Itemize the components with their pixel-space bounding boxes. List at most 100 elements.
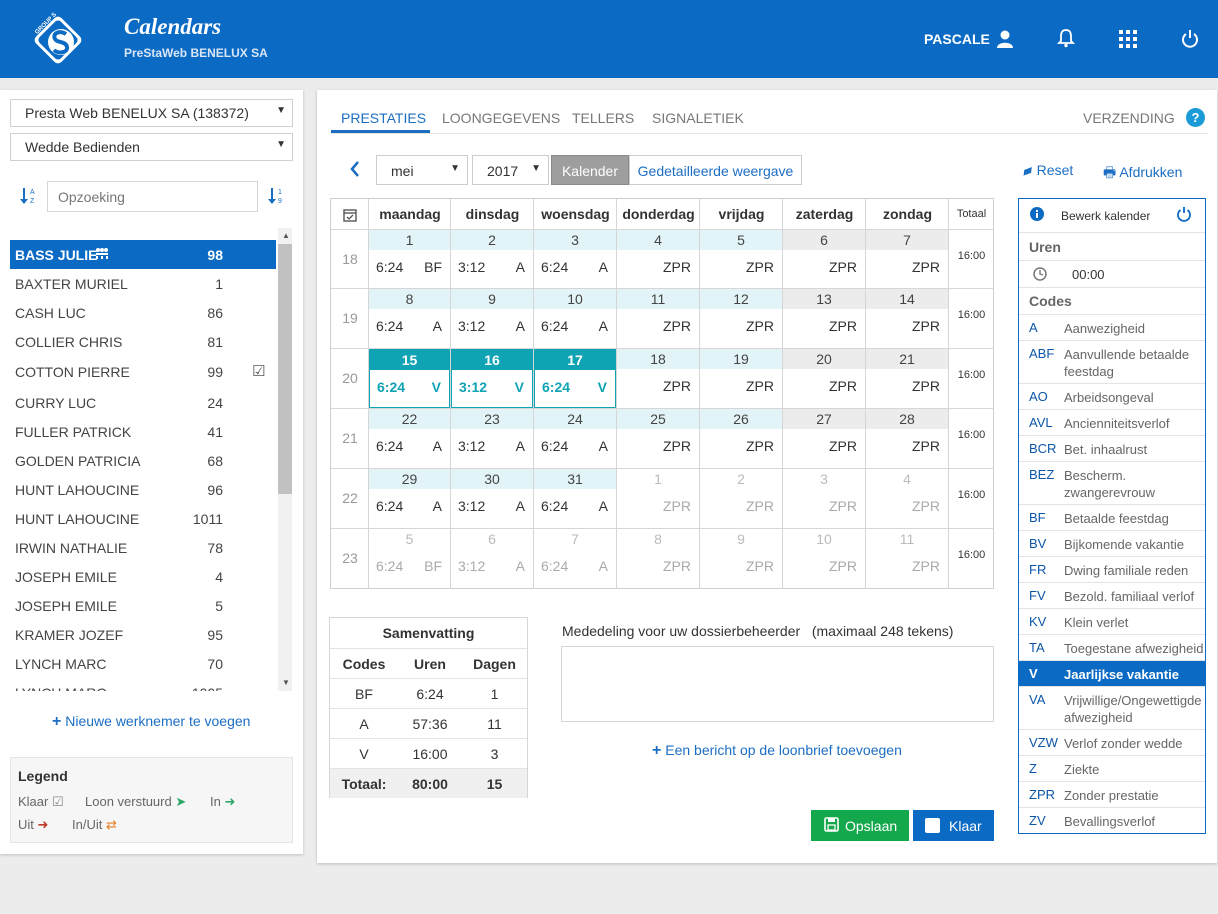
- scroll-down-icon[interactable]: ▼: [282, 678, 290, 687]
- calendar-day-cell[interactable]: 6 ZPR: [783, 230, 865, 289]
- search-input[interactable]: Opzoeking: [47, 181, 258, 212]
- calendar-day-cell[interactable]: 5 6:24 BF: [369, 529, 450, 588]
- employee-row[interactable]: CASH LUC 86: [10, 298, 276, 327]
- calendar-day-cell[interactable]: 30 3:12 A: [451, 469, 533, 528]
- code-item[interactable]: FR Dwing familiale reden: [1019, 556, 1205, 582]
- code-item[interactable]: AVL Ancienniteitsverlof: [1019, 409, 1205, 435]
- power-icon[interactable]: [1180, 29, 1200, 49]
- employee-row[interactable]: GOLDEN PATRICIA 68: [10, 446, 276, 475]
- calendar-day-cell[interactable]: 14 ZPR: [866, 289, 948, 348]
- calendar-day-cell[interactable]: 16 3:12 V: [451, 349, 533, 408]
- employee-row[interactable]: COLLIER CHRIS 81: [10, 327, 276, 356]
- code-item[interactable]: BF Betaalde feestdag: [1019, 504, 1205, 530]
- chevron-left-icon[interactable]: [349, 160, 361, 178]
- calendar-day-cell[interactable]: 5 ZPR: [700, 230, 782, 289]
- add-payslip-message-link[interactable]: + Een bericht op de loonbrief toevoegen: [652, 742, 902, 759]
- calendar-day-cell[interactable]: 9 ZPR: [700, 529, 782, 588]
- employee-row[interactable]: HUNT LAHOUCINE 96: [10, 475, 276, 504]
- code-item[interactable]: VA Vrijwillige/Ongewettigde afwezigheid: [1019, 686, 1205, 729]
- employee-row[interactable]: LYNCH MARC 70: [10, 649, 276, 678]
- calendar-day-cell[interactable]: 3 ZPR: [783, 469, 865, 528]
- employee-row[interactable]: COTTON PIERRE 99 ☑: [10, 357, 276, 386]
- calendar-day-cell[interactable]: 2 ZPR: [700, 469, 782, 528]
- calendar-day-cell[interactable]: 15 6:24 V: [369, 349, 450, 408]
- calendar-day-cell[interactable]: 7 6:24 A: [534, 529, 616, 588]
- employee-row[interactable]: CURRY LUC 24: [10, 388, 276, 417]
- calendar-day-cell[interactable]: 9 3:12 A: [451, 289, 533, 348]
- done-button[interactable]: Klaar: [913, 810, 994, 841]
- calendar-day-cell[interactable]: 7 ZPR: [866, 230, 948, 289]
- scrollbar-thumb[interactable]: [278, 244, 292, 494]
- code-item[interactable]: BEZ Bescherm. zwangerevrouw: [1019, 461, 1205, 504]
- calendar-day-cell[interactable]: 3 6:24 A: [534, 230, 616, 289]
- user-name[interactable]: PASCALE: [924, 31, 990, 47]
- employee-row[interactable]: FULLER PATRICK 41: [10, 417, 276, 446]
- tab-verzending[interactable]: VERZENDING: [1083, 110, 1175, 126]
- calendar-day-cell[interactable]: 1 6:24 BF: [369, 230, 450, 289]
- calendar-day-cell[interactable]: 8 6:24 A: [369, 289, 450, 348]
- employee-row[interactable]: LYNCH MARC 1005: [10, 678, 276, 691]
- detailed-view-button[interactable]: Gedetailleerde weergave: [629, 155, 802, 185]
- calendar-day-cell[interactable]: 18 ZPR: [617, 349, 699, 408]
- group-s-logo[interactable]: GROUP S: [30, 12, 86, 68]
- calendar-day-cell[interactable]: 26 ZPR: [700, 409, 782, 468]
- calendar-day-cell[interactable]: 24 6:24 A: [534, 409, 616, 468]
- code-item[interactable]: AO Arbeidsongeval: [1019, 383, 1205, 409]
- calendar-day-cell[interactable]: 12 ZPR: [700, 289, 782, 348]
- tab-loongegevens[interactable]: LOONGEGEVENS: [442, 110, 561, 126]
- code-item[interactable]: TA Toegestane afwezigheid: [1019, 634, 1205, 660]
- bell-icon[interactable]: [1057, 28, 1075, 48]
- company-select[interactable]: Presta Web BENELUX SA (138372) ▼: [10, 99, 293, 127]
- code-item[interactable]: ZV Bevallingsverlof: [1019, 807, 1205, 833]
- calendar-day-cell[interactable]: 17 6:24 V: [534, 349, 616, 408]
- code-item[interactable]: KV Klein verlet: [1019, 608, 1205, 634]
- year-select[interactable]: 2017 ▼: [472, 155, 549, 185]
- code-item[interactable]: ZPR Zonder prestatie: [1019, 781, 1205, 807]
- help-icon[interactable]: ?: [1186, 108, 1205, 127]
- calendar-day-cell[interactable]: 28 ZPR: [866, 409, 948, 468]
- calendar-day-cell[interactable]: 10 6:24 A: [534, 289, 616, 348]
- tab-signaletiek[interactable]: SIGNALETIEK: [652, 110, 744, 126]
- employee-row[interactable]: BASS JULIE 98: [10, 240, 276, 269]
- employee-row[interactable]: IRWIN NATHALIE 78: [10, 533, 276, 562]
- tab-tellers[interactable]: TELLERS: [572, 110, 635, 126]
- calendar-day-cell[interactable]: 25 ZPR: [617, 409, 699, 468]
- calendar-day-cell[interactable]: 1 ZPR: [617, 469, 699, 528]
- calendar-day-cell[interactable]: 22 6:24 A: [369, 409, 450, 468]
- code-item[interactable]: VZW Verlof zonder wedde: [1019, 729, 1205, 755]
- employee-row[interactable]: BAXTER MURIEL 1: [10, 269, 276, 298]
- category-select[interactable]: Wedde Bedienden ▼: [10, 133, 293, 161]
- user-icon[interactable]: [995, 29, 1015, 49]
- employee-row[interactable]: JOSEPH EMILE 4: [10, 562, 276, 591]
- code-item[interactable]: BCR Bet. inhaalrust: [1019, 435, 1205, 461]
- calendar-day-cell[interactable]: 27 ZPR: [783, 409, 865, 468]
- calendar-day-cell[interactable]: 8 ZPR: [617, 529, 699, 588]
- calendar-day-cell[interactable]: 19 ZPR: [700, 349, 782, 408]
- calendar-day-cell[interactable]: 11 ZPR: [866, 529, 948, 588]
- calendar-day-cell[interactable]: 13 ZPR: [783, 289, 865, 348]
- code-item[interactable]: V Jaarlijkse vakantie: [1019, 660, 1205, 686]
- add-employee-link[interactable]: + Nieuwe werknemer te voegen: [52, 713, 251, 730]
- note-textarea[interactable]: [561, 646, 994, 722]
- employee-row[interactable]: JOSEPH EMILE 5: [10, 591, 276, 620]
- calendar-day-cell[interactable]: 23 3:12 A: [451, 409, 533, 468]
- code-item[interactable]: ABF Aanvullende betaalde feestdag: [1019, 340, 1205, 383]
- power-icon[interactable]: [1176, 206, 1192, 222]
- employee-row[interactable]: HUNT LAHOUCINE 1011: [10, 504, 276, 533]
- calendar-day-cell[interactable]: 11 ZPR: [617, 289, 699, 348]
- code-item[interactable]: A Aanwezigheid: [1019, 314, 1205, 340]
- calendar-view-button[interactable]: Kalender: [551, 155, 629, 185]
- reset-button[interactable]: ▰ Reset: [1019, 161, 1073, 180]
- calendar-day-cell[interactable]: 20 ZPR: [783, 349, 865, 408]
- employee-row[interactable]: KRAMER JOZEF 95: [10, 620, 276, 649]
- scroll-up-icon[interactable]: ▲: [282, 231, 290, 240]
- code-item[interactable]: FV Bezold. familiaal verlof: [1019, 582, 1205, 608]
- apps-grid-icon[interactable]: [1119, 30, 1137, 48]
- calendar-day-cell[interactable]: 10 ZPR: [783, 529, 865, 588]
- calendar-day-cell[interactable]: 29 6:24 A: [369, 469, 450, 528]
- calendar-day-cell[interactable]: 2 3:12 A: [451, 230, 533, 289]
- hours-input[interactable]: 00:00: [1019, 260, 1205, 287]
- calendar-day-cell[interactable]: 4 ZPR: [617, 230, 699, 289]
